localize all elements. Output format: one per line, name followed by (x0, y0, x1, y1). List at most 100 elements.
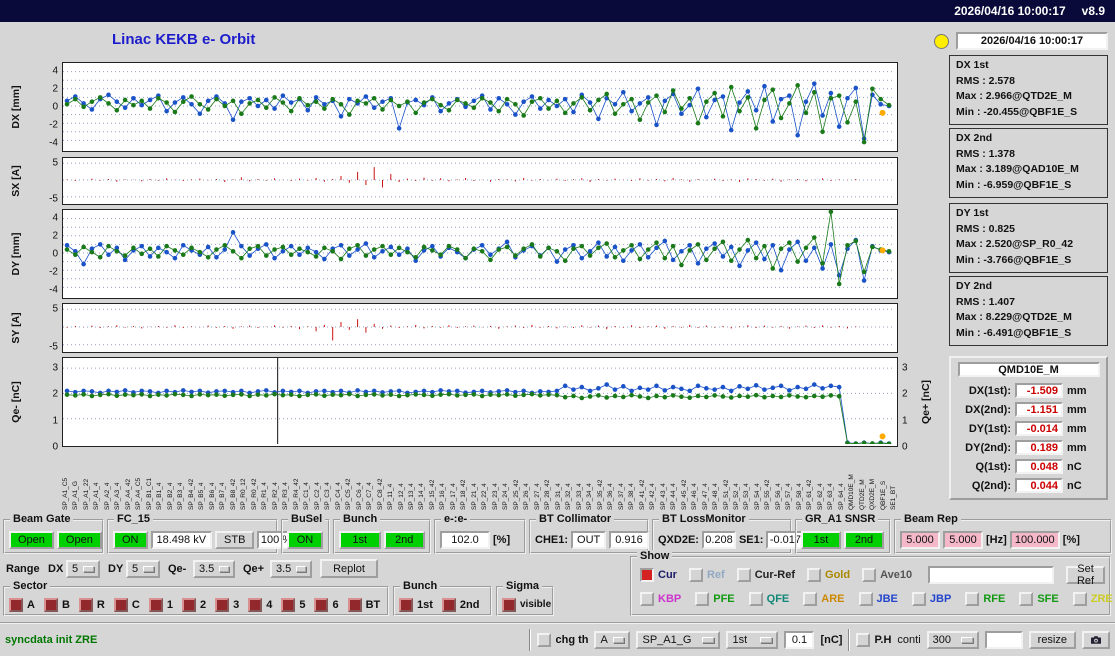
beam-gate-open-2-button[interactable]: Open (56, 530, 102, 549)
checkbox-indicator[interactable] (1019, 592, 1034, 606)
bunch-select[interactable]: 1st (726, 631, 779, 649)
checkbox-5[interactable]: 5 (281, 597, 305, 612)
checkbox-indicator[interactable] (43, 597, 58, 612)
separator (848, 629, 851, 651)
checkbox-ref[interactable]: Ref (688, 568, 725, 582)
beam-gate-open-1-button[interactable]: Open (9, 530, 54, 549)
checkbox-indicator[interactable] (695, 592, 710, 606)
set-ref-button[interactable]: Set Ref (1066, 563, 1105, 587)
checkbox-1[interactable]: 1 (148, 597, 173, 612)
window-titlebar: 2026/04/16 10:00:17 v8.9 (0, 0, 1115, 22)
checkbox-label: SFE (1037, 593, 1059, 605)
set-ref-input[interactable] (928, 566, 1055, 584)
checkbox-indicator[interactable] (862, 568, 877, 582)
checkbox-label: ARE (821, 593, 845, 605)
readout-value: -1.509 (1015, 383, 1063, 398)
checkbox-indicator[interactable] (314, 597, 329, 612)
checkbox-indicator[interactable] (347, 597, 362, 612)
checkbox-1st[interactable]: 1st (399, 597, 433, 612)
checkbox-label: chg th (555, 634, 589, 646)
checkbox-b[interactable]: B (43, 597, 70, 612)
count-input[interactable] (984, 631, 1023, 649)
checkbox-pfe[interactable]: PFE (695, 592, 735, 606)
checkbox-cur-ref[interactable]: Cur-Ref (736, 568, 795, 582)
checkbox-jbe[interactable]: JBE (858, 592, 898, 606)
range-qem-select[interactable]: 3.5 (193, 560, 235, 578)
screenshot-button[interactable] (1082, 631, 1110, 649)
checkbox-indicator[interactable] (965, 592, 980, 606)
replot-button[interactable]: Replot (320, 559, 378, 578)
bpm-label: SP_55_42 (764, 479, 772, 510)
checkbox-bt[interactable]: BT (347, 597, 380, 612)
bunch-2nd-button[interactable]: 2nd (383, 530, 425, 549)
checkbox-indicator[interactable] (148, 597, 163, 612)
checkbox-4[interactable]: 4 (248, 597, 273, 612)
checkbox-indicator[interactable] (858, 592, 873, 606)
option-menu-glyph (702, 637, 715, 643)
fc15-stb-button[interactable]: STB (215, 530, 255, 549)
checkbox-indicator[interactable] (688, 568, 703, 582)
checkbox-indicator[interactable] (803, 592, 818, 606)
range-qep-select[interactable]: 3.5 (270, 560, 312, 578)
checkbox-zre[interactable]: ZRE (1072, 592, 1113, 606)
bpm-select[interactable]: SP_A1_G (636, 631, 721, 649)
checkbox-6[interactable]: 6 (314, 597, 339, 612)
checkbox-c[interactable]: C (113, 597, 140, 612)
checkbox-indicator[interactable] (736, 568, 751, 582)
checkbox-label: 3 (233, 598, 240, 611)
ee-ratio-field[interactable]: 102.0 (440, 530, 490, 549)
checkbox-indicator[interactable] (248, 597, 263, 612)
checkbox-indicator[interactable] (856, 633, 871, 647)
checkbox-indicator[interactable] (640, 568, 654, 582)
checkbox-indicator[interactable] (281, 597, 296, 612)
range-dx-select[interactable]: 5 (66, 560, 100, 578)
checkbox-sfe[interactable]: SFE (1019, 592, 1059, 606)
range-dy-select[interactable]: 5 (126, 560, 160, 578)
checkbox-indicator[interactable] (215, 597, 230, 612)
fc15-on-button[interactable]: ON (113, 530, 148, 549)
checkbox-indicator[interactable] (748, 592, 763, 606)
checkbox-indicator[interactable] (441, 597, 456, 612)
checkbox-indicator[interactable] (640, 592, 654, 606)
checkbox-indicator[interactable] (78, 597, 93, 612)
checkbox-label: 4 (266, 598, 273, 611)
checkbox-indicator[interactable] (911, 592, 926, 606)
checkbox-indicator[interactable] (181, 597, 196, 612)
checkbox-indicator[interactable] (537, 633, 552, 647)
chg-th-checkbox[interactable]: chg th (537, 633, 588, 647)
checkbox-jbp[interactable]: JBP (911, 592, 951, 606)
bpm-label: SP_C2_4 (313, 482, 321, 510)
checkbox-indicator[interactable] (9, 597, 23, 612)
resize-button[interactable]: resize (1028, 631, 1076, 649)
checkbox-kbp[interactable]: KBP (640, 592, 681, 606)
rms-value: RMS : 1.407 (956, 295, 1015, 308)
checkbox-qfe[interactable]: QFE (748, 592, 789, 606)
checkbox-gold[interactable]: Gold (807, 568, 850, 582)
snsr-2nd-button[interactable]: 2nd (844, 530, 884, 549)
checkbox-indicator[interactable] (1072, 592, 1087, 606)
group-title: GR_A1 SNSR (802, 513, 879, 525)
checkbox-3[interactable]: 3 (215, 597, 240, 612)
checkbox-rfe[interactable]: RFE (965, 592, 1005, 606)
checkbox-ave10[interactable]: Ave10 (862, 568, 912, 582)
ph-checkbox[interactable]: P.H (856, 633, 891, 647)
threshold-field[interactable]: 0.1 (784, 631, 815, 649)
checkbox-indicator[interactable] (502, 597, 516, 612)
checkbox-indicator[interactable] (113, 597, 128, 612)
checkbox-cur[interactable]: Cur (640, 568, 677, 582)
checkbox-2[interactable]: 2 (181, 597, 206, 612)
checkbox-visible[interactable]: visible (502, 597, 551, 612)
snsr-1st-button[interactable]: 1st (801, 530, 841, 549)
interval-select[interactable]: 300 (926, 631, 979, 649)
checkbox-a[interactable]: A (9, 597, 35, 612)
checkbox-indicator[interactable] (807, 568, 822, 582)
checkbox-label: 2nd (459, 598, 480, 611)
checkbox-label: 1 (166, 598, 173, 611)
checkbox-indicator[interactable] (399, 597, 413, 612)
sector-select[interactable]: A (594, 631, 631, 649)
bunch-1st-button[interactable]: 1st (339, 530, 381, 549)
busel-on-button[interactable]: ON (287, 530, 323, 549)
checkbox-r[interactable]: R (78, 597, 105, 612)
checkbox-2nd[interactable]: 2nd (441, 597, 480, 612)
checkbox-are[interactable]: ARE (803, 592, 845, 606)
